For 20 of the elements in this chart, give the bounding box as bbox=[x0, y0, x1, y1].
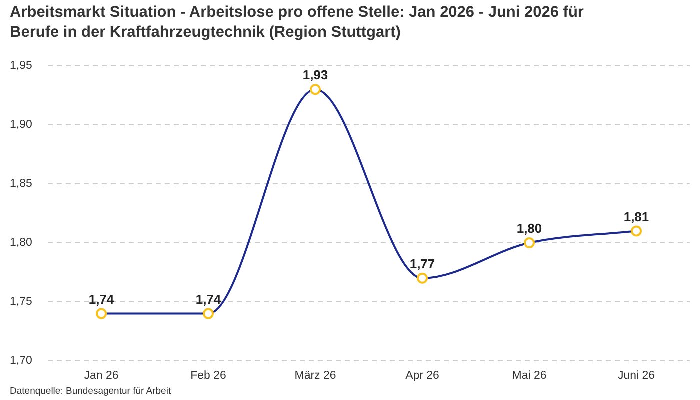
x-tick-label: Feb 26 bbox=[190, 370, 226, 382]
chart-title: Arbeitsmarkt Situation - Arbeitslose pro offene Stelle: Jan 2026 - Juni 2026 für Berufe in der Kraftfahrzeugtechnik (Region Stuttgart) bbox=[10, 3, 585, 43]
y-tick-label: 1,70 bbox=[10, 355, 32, 368]
x-tick-label: Jan 26 bbox=[84, 370, 119, 382]
data-label: 1,74 bbox=[196, 292, 222, 307]
y-tick-label: 1,85 bbox=[10, 178, 32, 190]
y-tick-label: 1,75 bbox=[10, 296, 32, 308]
data-label: 1,80 bbox=[516, 221, 542, 236]
data-label: 1,77 bbox=[410, 256, 436, 272]
x-tick-label: Juni 26 bbox=[618, 370, 656, 382]
y-tick-label: 1,90 bbox=[10, 119, 32, 132]
x-tick-label: Mai 26 bbox=[512, 370, 547, 382]
x-tick-label: Apr 26 bbox=[406, 370, 440, 382]
data-label: 1,74 bbox=[88, 292, 115, 307]
data-label: 1,93 bbox=[302, 68, 328, 83]
data-label: 1,81 bbox=[624, 209, 650, 224]
y-tick-label: 1,95 bbox=[10, 60, 32, 72]
y-tick-label: 1,80 bbox=[10, 237, 32, 250]
x-tick-label: März 26 bbox=[294, 370, 336, 382]
text: Datenquelle: Bundesagentur für Arbeit bbox=[10, 386, 172, 398]
